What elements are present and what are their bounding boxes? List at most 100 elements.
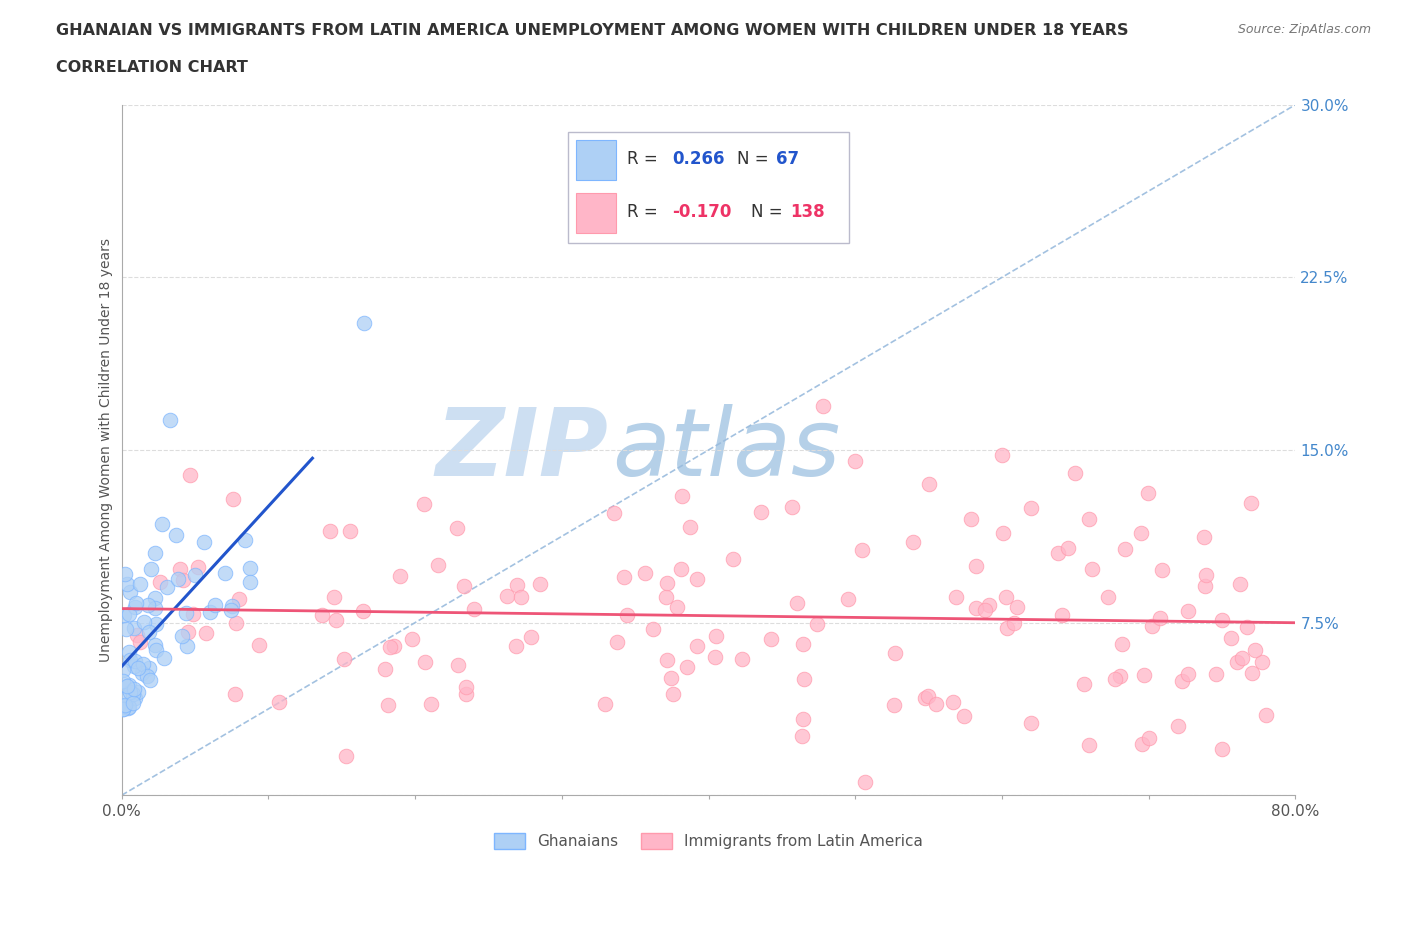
Point <box>112 608 135 623</box>
Point <box>914 691 936 706</box>
Point <box>655 590 678 604</box>
Point <box>167 572 190 587</box>
Point <box>131 665 153 680</box>
Point <box>1097 590 1119 604</box>
Text: Source: ZipAtlas.com: Source: ZipAtlas.com <box>1237 23 1371 36</box>
Point <box>153 651 176 666</box>
Point <box>239 561 262 576</box>
Point <box>114 698 136 712</box>
Point <box>613 570 636 585</box>
Point <box>995 621 1018 636</box>
Point <box>165 527 187 542</box>
Point <box>792 637 814 652</box>
Point <box>782 499 804 514</box>
Point <box>454 686 477 701</box>
Point <box>1167 719 1189 734</box>
Point <box>1005 600 1028 615</box>
Point <box>143 637 166 652</box>
Point <box>136 597 159 612</box>
Point <box>1230 650 1253 665</box>
Point <box>118 677 141 692</box>
Point <box>851 542 873 557</box>
Point <box>145 643 167 658</box>
Point <box>661 671 683 685</box>
Point <box>965 600 987 615</box>
Point <box>145 601 167 616</box>
Point <box>679 520 702 535</box>
Point <box>225 616 247 631</box>
Point <box>413 497 436 512</box>
Point <box>139 673 162 688</box>
Point <box>177 624 200 639</box>
Point <box>311 607 333 622</box>
Point <box>135 669 157 684</box>
Point <box>1137 730 1160 745</box>
Point <box>995 590 1018 604</box>
Point <box>172 629 194 644</box>
Point <box>112 701 135 716</box>
Point <box>901 535 924 550</box>
Point <box>917 689 939 704</box>
Point <box>606 634 628 649</box>
Point <box>669 562 692 577</box>
Point <box>1130 526 1153 541</box>
Point <box>352 604 374 618</box>
Point <box>114 566 136 581</box>
Point <box>413 655 436 670</box>
Legend: Ghanaians, Immigrants from Latin America: Ghanaians, Immigrants from Latin America <box>486 826 931 857</box>
Point <box>124 654 146 669</box>
Point <box>917 477 939 492</box>
Point <box>1177 604 1199 618</box>
Point <box>420 698 443 712</box>
Point <box>222 492 245 507</box>
Point <box>792 711 814 726</box>
Point <box>118 644 141 659</box>
Point <box>1194 579 1216 594</box>
Point <box>401 631 423 646</box>
Point <box>1046 546 1069 561</box>
Point <box>124 658 146 673</box>
Point <box>184 567 207 582</box>
Point <box>150 517 173 532</box>
Point <box>924 697 946 711</box>
Point <box>122 682 145 697</box>
Text: atlas: atlas <box>613 405 841 496</box>
Point <box>124 691 146 706</box>
Point <box>447 658 470 672</box>
Point <box>662 686 685 701</box>
Point <box>118 606 141 621</box>
Point <box>1171 673 1194 688</box>
Point <box>378 640 401 655</box>
Point <box>806 617 828 631</box>
Point <box>127 684 149 699</box>
Point <box>120 585 142 600</box>
Point <box>519 630 541 644</box>
Point <box>1211 742 1233 757</box>
Point <box>159 412 181 427</box>
Point <box>974 603 997 618</box>
Point <box>1133 668 1156 683</box>
Point <box>139 562 162 577</box>
Point <box>115 577 138 591</box>
Point <box>117 699 139 714</box>
Point <box>125 627 148 642</box>
Point <box>112 701 135 716</box>
Point <box>1104 672 1126 687</box>
Point <box>426 558 449 573</box>
Point <box>382 639 405 654</box>
Point <box>125 595 148 610</box>
Point <box>704 629 727 644</box>
Point <box>655 576 678 591</box>
Point <box>853 775 876 790</box>
Point <box>318 524 340 538</box>
Point <box>1021 500 1043 515</box>
Point <box>1226 654 1249 669</box>
Point <box>1211 613 1233 628</box>
Point <box>219 603 242 618</box>
Point <box>1150 563 1173 578</box>
Point <box>505 638 527 653</box>
Point <box>127 661 149 676</box>
Point <box>112 663 135 678</box>
Point <box>233 533 256 548</box>
Point <box>1114 541 1136 556</box>
